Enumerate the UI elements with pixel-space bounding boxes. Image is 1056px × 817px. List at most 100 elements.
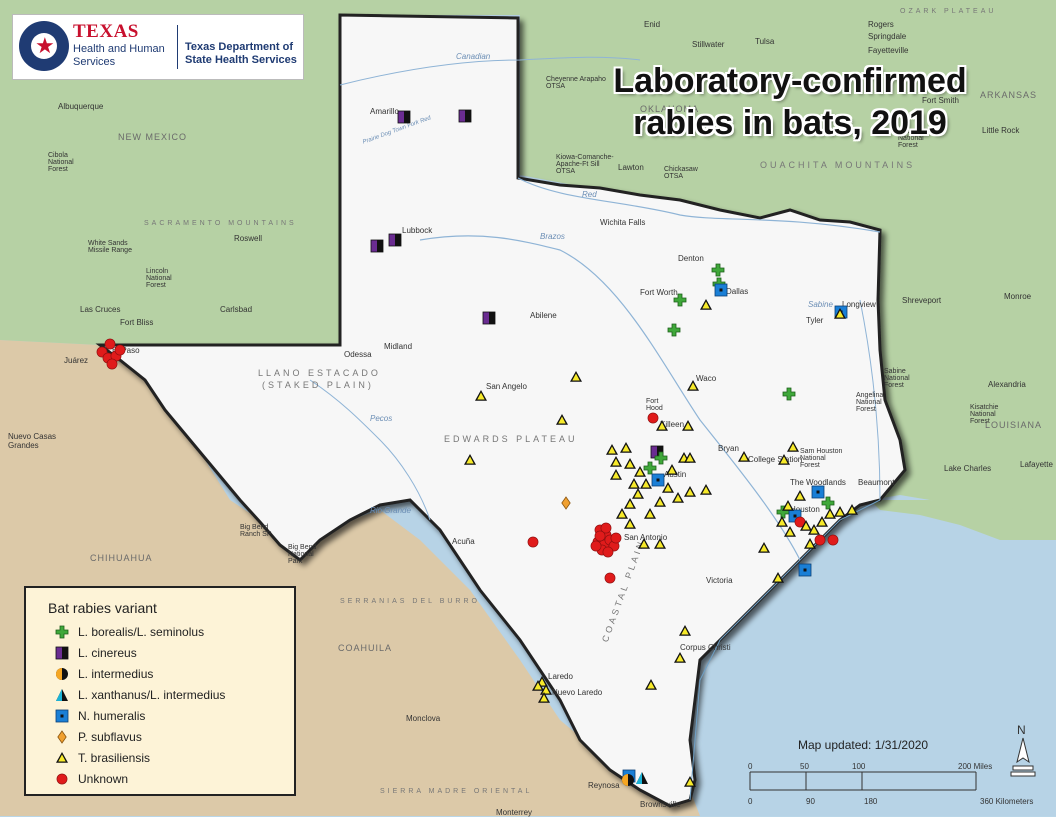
blue-square-marker[interactable] <box>714 283 728 297</box>
yellow-triangle-marker[interactable] <box>834 308 846 319</box>
red-circle-marker[interactable] <box>114 344 126 356</box>
green-cross-marker[interactable] <box>667 323 681 337</box>
yellow-triangle-marker[interactable] <box>624 498 636 509</box>
yellow-triangle-marker[interactable] <box>782 500 794 511</box>
yellow-triangle-marker[interactable] <box>758 542 770 553</box>
yellow-triangle-marker[interactable] <box>687 380 699 391</box>
purple-black-square-marker[interactable] <box>388 233 402 247</box>
yellow-triangle-marker[interactable] <box>700 299 712 310</box>
label-region: SIERRA MADRE ORIENTAL <box>380 788 533 795</box>
yellow-triangle-marker[interactable] <box>662 482 674 493</box>
yellow-triangle-marker[interactable] <box>738 451 750 462</box>
red-circle-marker[interactable] <box>594 530 606 542</box>
yellow-triangle-marker[interactable] <box>684 486 696 497</box>
yellow-triangle-marker[interactable] <box>654 496 666 507</box>
yellow-triangle-marker[interactable] <box>570 371 582 382</box>
green-cross-marker[interactable] <box>654 451 668 465</box>
yellow-triangle-marker[interactable] <box>616 508 628 519</box>
yellow-triangle-marker[interactable] <box>538 692 550 703</box>
yellow-triangle-marker[interactable] <box>666 464 678 475</box>
yellow-triangle-marker[interactable] <box>804 538 816 549</box>
yellow-triangle-marker[interactable] <box>620 442 632 453</box>
cyan-black-triangle-marker[interactable] <box>636 772 648 784</box>
yellow-triangle-marker[interactable] <box>800 520 812 531</box>
label-city: Springdale <box>868 32 907 41</box>
yellow-triangle-marker[interactable] <box>776 516 788 527</box>
blue-square-marker[interactable] <box>651 473 665 487</box>
yellow-triangle-marker[interactable] <box>772 572 784 583</box>
orange-black-circle-marker[interactable] <box>622 774 634 786</box>
yellow-triangle-marker[interactable] <box>624 518 636 529</box>
yellow-triangle-marker[interactable] <box>634 466 646 477</box>
green-cross-marker[interactable] <box>821 496 835 510</box>
red-circle-marker[interactable] <box>647 412 659 424</box>
label-city: Juárez <box>64 356 89 365</box>
yellow-triangle-marker[interactable] <box>644 508 656 519</box>
yellow-triangle-marker[interactable] <box>808 524 820 535</box>
yellow-triangle-marker[interactable] <box>684 452 696 463</box>
yellow-triangle-marker[interactable] <box>640 478 652 489</box>
yellow-triangle-marker[interactable] <box>638 538 650 549</box>
yellow-triangle-marker[interactable] <box>794 490 806 501</box>
orange-black-circle-icon <box>56 668 68 680</box>
yellow-triangle-marker[interactable] <box>846 504 858 515</box>
yellow-triangle-marker[interactable] <box>464 454 476 465</box>
orange-diamond-marker[interactable] <box>561 496 571 510</box>
label-region: OZARK PLATEAU <box>900 8 997 15</box>
label-city: Lawton <box>618 163 644 172</box>
red-circle-marker[interactable] <box>604 572 616 584</box>
yellow-triangle-marker[interactable] <box>834 506 846 517</box>
yellow-triangle-marker[interactable] <box>674 652 686 663</box>
yellow-triangle-marker[interactable] <box>645 679 657 690</box>
label-region: LLANO ESTACADO <box>258 368 381 378</box>
yellow-triangle-marker[interactable] <box>787 441 799 452</box>
yellow-triangle-marker[interactable] <box>824 508 836 519</box>
red-circle-marker[interactable] <box>602 546 614 558</box>
label-city: Carlsbad <box>220 305 253 314</box>
red-circle-marker[interactable] <box>814 534 826 546</box>
yellow-triangle-marker[interactable] <box>816 516 828 527</box>
label-river: Brazos <box>540 232 565 241</box>
red-circle-marker[interactable] <box>104 338 116 350</box>
yellow-triangle-marker[interactable] <box>556 414 568 425</box>
red-circle-marker[interactable] <box>610 532 622 544</box>
label-city: Wichita Falls <box>600 218 646 227</box>
scale-mi-200: 200 Miles <box>958 762 992 771</box>
yellow-triangle-marker[interactable] <box>540 684 552 695</box>
purple-black-square-marker[interactable] <box>397 110 411 124</box>
yellow-triangle-marker[interactable] <box>682 420 694 431</box>
red-circle-marker[interactable] <box>106 358 118 370</box>
yellow-triangle-marker[interactable] <box>624 458 636 469</box>
purple-black-square-marker[interactable] <box>482 311 496 325</box>
blue-square-marker[interactable] <box>798 563 812 577</box>
yellow-triangle-marker[interactable] <box>672 492 684 503</box>
green-cross-marker[interactable] <box>643 461 657 475</box>
green-cross-marker[interactable] <box>782 387 796 401</box>
purple-black-square-marker[interactable] <box>370 239 384 253</box>
red-circle-marker[interactable] <box>600 522 612 534</box>
yellow-triangle-marker[interactable] <box>784 526 796 537</box>
yellow-triangle-marker[interactable] <box>654 538 666 549</box>
yellow-triangle-marker[interactable] <box>628 478 640 489</box>
green-cross-marker[interactable] <box>673 293 687 307</box>
green-cross-marker[interactable] <box>711 263 725 277</box>
yellow-triangle-marker[interactable] <box>532 680 544 691</box>
yellow-triangle-marker[interactable] <box>610 456 622 467</box>
red-circle-icon <box>56 773 68 785</box>
yellow-triangle-marker[interactable] <box>700 484 712 495</box>
blue-square-marker[interactable] <box>811 485 825 499</box>
label-river: Rio Grande <box>370 506 411 515</box>
yellow-triangle-marker[interactable] <box>475 390 487 401</box>
red-circle-marker[interactable] <box>827 534 839 546</box>
yellow-triangle-marker[interactable] <box>606 444 618 455</box>
red-circle-marker[interactable] <box>590 540 602 552</box>
yellow-triangle-marker[interactable] <box>684 776 696 787</box>
yellow-triangle-marker[interactable] <box>632 488 644 499</box>
red-circle-marker[interactable] <box>527 536 539 548</box>
yellow-triangle-marker[interactable] <box>778 454 790 465</box>
label-city: Acuña <box>452 537 475 546</box>
yellow-triangle-marker[interactable] <box>679 625 691 636</box>
yellow-triangle-marker[interactable] <box>610 469 622 480</box>
yellow-triangle-marker[interactable] <box>656 420 668 431</box>
purple-black-square-marker[interactable] <box>458 109 472 123</box>
